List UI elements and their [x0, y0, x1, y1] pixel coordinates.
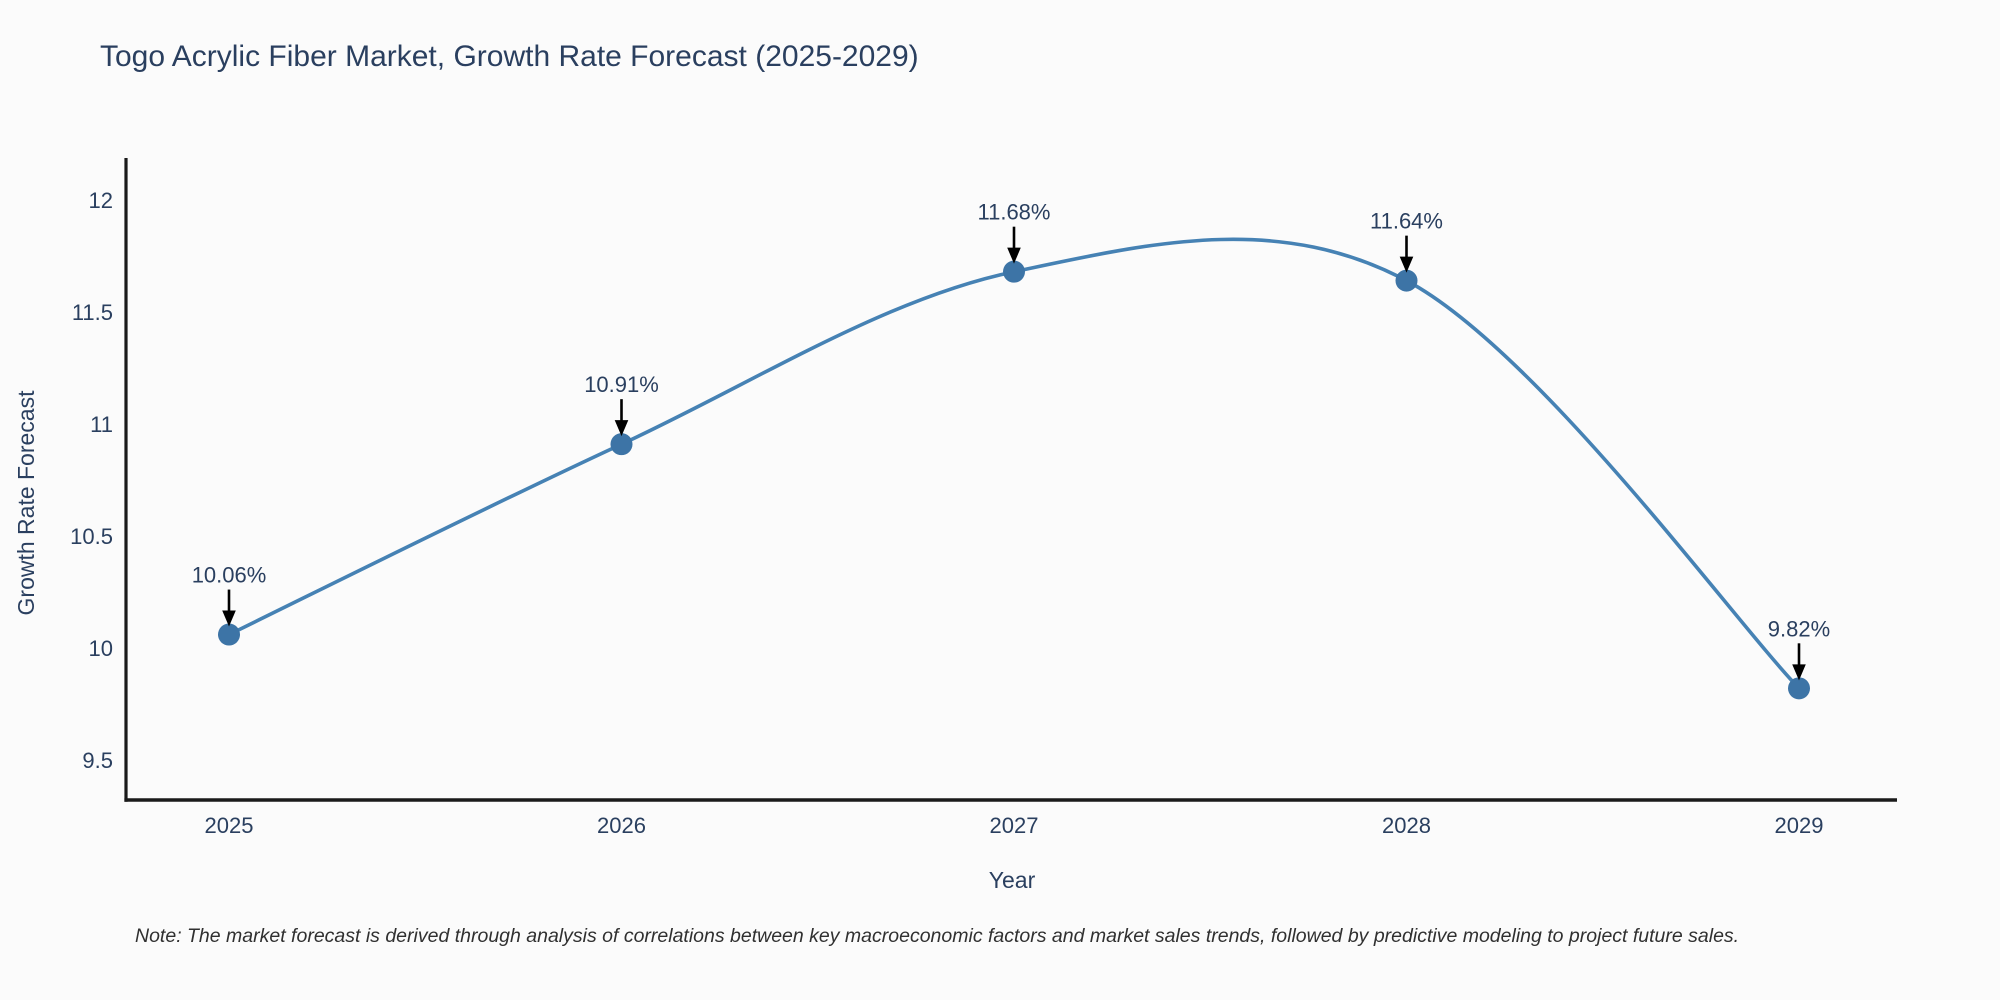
annotation-arrow-head: [1792, 664, 1806, 681]
y-tick-label: 11.5: [72, 300, 113, 325]
annotation-arrow-head: [222, 610, 236, 627]
y-axis-title: Growth Rate Forecast: [13, 390, 39, 616]
x-tick-label: 2029: [1775, 813, 1824, 838]
x-tick-label: 2025: [205, 813, 254, 838]
y-tick-label: 10: [89, 636, 113, 661]
data-point-2025[interactable]: [218, 623, 240, 646]
annotation-label: 10.06%: [192, 563, 267, 588]
data-point-2027[interactable]: [1003, 260, 1025, 283]
chart-title: Togo Acrylic Fiber Market, Growth Rate F…: [100, 40, 919, 73]
x-tick-label: 2028: [1382, 813, 1431, 838]
data-point-2026[interactable]: [610, 433, 633, 456]
annotation-label: 9.82%: [1768, 616, 1830, 641]
annotation-label: 10.91%: [584, 372, 659, 397]
annotation-label: 11.68%: [978, 200, 1051, 225]
trend-line: [227, 237, 1801, 691]
data-point-2029[interactable]: [1788, 677, 1810, 700]
y-tick-label: 10.5: [70, 524, 113, 549]
y-tick-label: 9.5: [82, 748, 113, 773]
annotation-arrow-head: [1007, 247, 1021, 264]
y-tick-label: 11: [90, 412, 113, 437]
annotation-arrow-head: [614, 420, 629, 437]
data-point-2028[interactable]: [1395, 269, 1418, 292]
x-tick-label: 2026: [597, 813, 646, 838]
footnote: Note: The market forecast is derived thr…: [135, 925, 1739, 947]
y-tick-label: 12: [89, 188, 113, 213]
annotation-label: 11.64%: [1370, 209, 1443, 234]
annotation-arrow-head: [1399, 256, 1414, 273]
x-tick-label: 2027: [990, 813, 1039, 838]
x-axis-title: Year: [989, 867, 1036, 893]
